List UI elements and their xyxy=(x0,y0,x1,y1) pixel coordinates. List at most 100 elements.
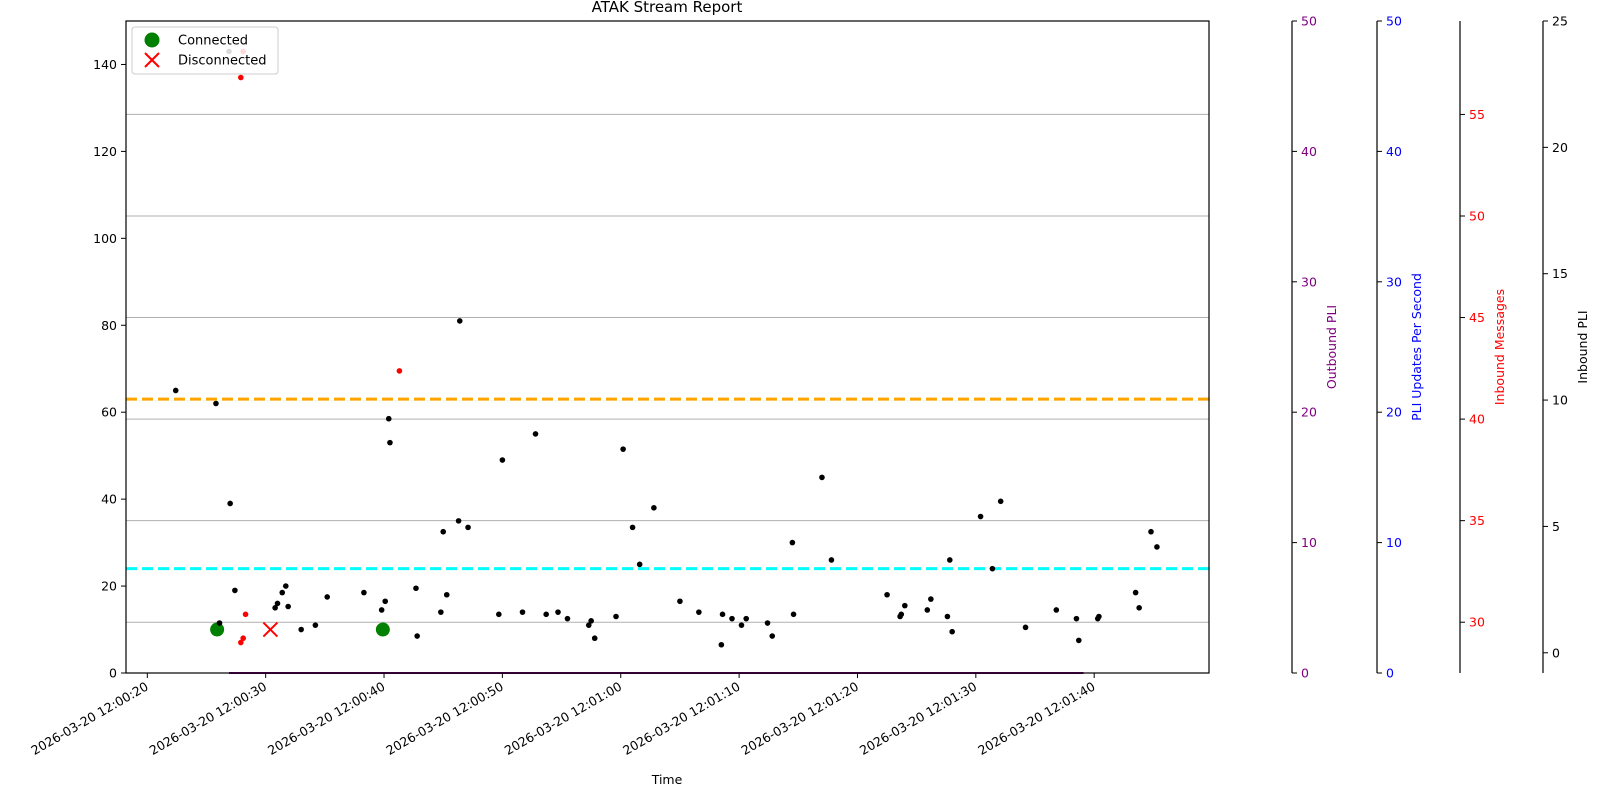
inbound-pli-point xyxy=(620,446,626,452)
secondary-axis-label: Inbound Messages xyxy=(1492,289,1507,405)
inbound-message-point xyxy=(240,635,246,642)
inbound-pli-point xyxy=(719,611,726,618)
secondary-tick-label: 45 xyxy=(1469,310,1485,325)
inbound-pli-point xyxy=(588,618,594,624)
y-tick-label: 60 xyxy=(101,405,117,420)
inbound-pli-point xyxy=(1022,624,1029,631)
secondary-axis: 0 5 10 15 20 25 Inbound PLI xyxy=(1542,14,1590,673)
x-axis-label: Time xyxy=(651,772,683,787)
inbound-pli-point xyxy=(543,611,549,618)
secondary-tick-label: 40 xyxy=(1386,144,1402,159)
y-tick-label: 20 xyxy=(101,579,117,594)
inbound-pli-point xyxy=(989,565,996,572)
y-tick-label: 100 xyxy=(93,231,117,246)
x-tick-label: 2026-03-20 12:01:20 xyxy=(738,679,861,758)
legend-disconnected-marker xyxy=(144,52,160,68)
secondary-tick-label: 50 xyxy=(1301,14,1317,29)
inbound-pli-point xyxy=(949,628,955,635)
inbound-pli-point xyxy=(282,583,289,589)
inbound-pli-point xyxy=(651,505,657,511)
secondary-tick-label: 50 xyxy=(1469,208,1485,223)
inbound-pli-point xyxy=(591,635,598,642)
inbound-pli-point xyxy=(465,524,471,531)
inbound-pli-point xyxy=(696,609,702,615)
inbound-pli-point xyxy=(172,387,179,394)
secondary-tick-label: 0 xyxy=(1386,666,1394,681)
secondary-tick-label: 5 xyxy=(1552,519,1560,534)
secondary-axis: 30 35 40 45 50 55 Inbound Messages xyxy=(1459,21,1507,673)
inbound-pli-point xyxy=(385,415,392,422)
inbound-message-point xyxy=(396,368,403,374)
chart-title: ATAK Stream Report xyxy=(592,0,743,16)
inbound-pli-point xyxy=(414,633,420,639)
connected-marker xyxy=(210,622,225,637)
inbound-pli-point xyxy=(997,498,1004,505)
inbound-pli-point xyxy=(636,561,643,568)
legend-box xyxy=(131,26,279,75)
inbound-pli-point xyxy=(443,591,450,598)
secondary-axes: 0 10 20 30 40 50 Outbound PLI 0 10 20 30 40 50 PLI Up… xyxy=(1291,14,1590,681)
inbound-pli-point xyxy=(496,611,502,618)
y-tick-label: 80 xyxy=(101,318,117,333)
secondary-axis-label: Outbound PLI xyxy=(1324,305,1339,389)
inbound-pli-point xyxy=(1148,528,1154,535)
inbound-pli-point xyxy=(438,609,444,615)
inbound-pli-point xyxy=(729,615,735,622)
inbound-pli-point xyxy=(532,431,539,437)
connected-marker xyxy=(375,622,390,637)
inbound-pli-point xyxy=(789,539,796,546)
inbound-pli-point xyxy=(738,622,745,628)
x-tick-label: 2026-03-20 12:01:00 xyxy=(502,679,625,758)
inbound-pli-point xyxy=(928,596,934,602)
reference-lines xyxy=(126,397,1209,571)
secondary-tick-label: 0 xyxy=(1301,666,1309,681)
inbound-pli-point xyxy=(1076,637,1082,644)
inbound-pli-point xyxy=(1136,605,1142,611)
x-tick-label: 2026-03-20 12:00:30 xyxy=(147,679,270,758)
secondary-tick-label: 20 xyxy=(1386,405,1402,420)
secondary-tick-label: 10 xyxy=(1386,535,1402,550)
legend-disconnected-label: Disconnected xyxy=(178,54,266,69)
inbound-pli-point xyxy=(298,626,304,633)
inbound-pli-point xyxy=(946,557,953,563)
secondary-tick-label: 10 xyxy=(1301,535,1317,550)
inbound-pli-point xyxy=(743,615,750,622)
inbound-pli-point xyxy=(677,598,683,605)
inbound-pli-point xyxy=(902,602,908,609)
x-tick-label: 2026-03-20 12:00:40 xyxy=(265,679,388,758)
inbound-pli-point xyxy=(884,591,890,598)
secondary-tick-label: 55 xyxy=(1469,107,1485,122)
inbound-pli-point xyxy=(361,589,367,596)
inbound-pli-point xyxy=(272,605,278,611)
data-points xyxy=(172,48,1160,648)
inbound-pli-point xyxy=(519,609,526,615)
x-tick-label: 2026-03-20 12:00:50 xyxy=(383,679,506,758)
secondary-axis-label: PLI Updates Per Second xyxy=(1409,273,1424,421)
secondary-tick-label: 50 xyxy=(1386,14,1402,29)
inbound-pli-point xyxy=(227,500,233,507)
inbound-pli-point xyxy=(769,633,776,639)
secondary-tick-label: 25 xyxy=(1552,14,1568,29)
secondary-tick-label: 30 xyxy=(1469,615,1485,630)
inbound-message-point xyxy=(238,74,244,81)
secondary-tick-label: 15 xyxy=(1552,266,1568,281)
secondary-tick-label: 20 xyxy=(1301,405,1317,420)
inbound-message-point xyxy=(238,639,244,646)
inbound-pli-point xyxy=(324,594,331,600)
secondary-axis: 0 10 20 30 40 50 PLI Updates Per Second xyxy=(1376,14,1424,681)
legend-connected-label: Connected xyxy=(178,34,248,49)
inbound-pli-point xyxy=(274,600,281,607)
legend: Connected Disconnected xyxy=(131,26,279,75)
inbound-pli-point xyxy=(382,598,389,605)
inbound-pli-point xyxy=(613,613,619,620)
secondary-tick-label: 30 xyxy=(1386,274,1402,289)
secondary-tick-label: 40 xyxy=(1301,144,1317,159)
inbound-pli-point xyxy=(213,400,219,407)
inbound-pli-point xyxy=(819,474,825,481)
y-tick-label: 120 xyxy=(93,144,117,159)
inbound-pli-point xyxy=(564,615,571,622)
inbound-pli-point xyxy=(312,622,319,628)
legend-connected-marker xyxy=(144,32,160,48)
